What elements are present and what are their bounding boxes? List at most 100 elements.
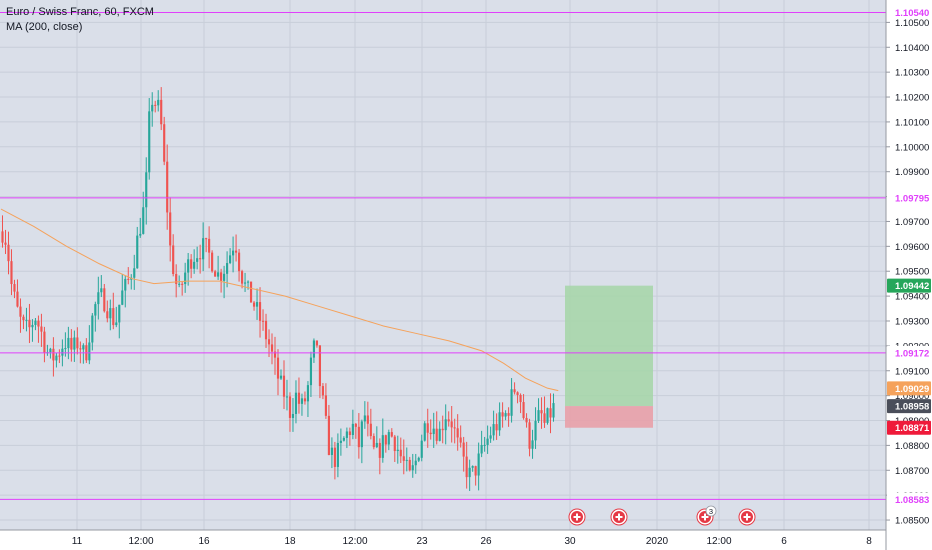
y-tick-label: 1.09600 [895, 242, 929, 253]
candle-body [384, 435, 387, 445]
candle-body [16, 291, 19, 307]
candle-body [402, 456, 405, 461]
price-badge-bg [887, 420, 931, 435]
candle-body [417, 457, 420, 461]
candle-body [342, 437, 345, 441]
price-axis-panel [886, 0, 932, 550]
candle-body [106, 311, 109, 319]
candle-body [58, 355, 61, 357]
candle-body [40, 326, 43, 332]
candle-body [270, 344, 274, 352]
x-tick-label: 12:00 [706, 536, 731, 547]
candle-body [4, 242, 7, 245]
candle-body [232, 250, 235, 256]
candle-body [498, 412, 501, 431]
candle-body [456, 428, 459, 438]
y-tick-label: 1.09700 [895, 217, 929, 228]
candle-body [49, 348, 52, 353]
time-axis-panel [0, 530, 886, 550]
candle-body [258, 302, 262, 321]
candle-body [211, 252, 214, 272]
x-tick-label: 30 [564, 536, 576, 547]
candle-body [321, 386, 324, 396]
candle-body [360, 421, 363, 448]
level-price-badge: 1.09795 [895, 193, 930, 204]
candle-body [115, 322, 118, 326]
candle-body [76, 337, 79, 349]
candle-body [25, 319, 28, 321]
candle-body [537, 410, 540, 421]
candle-body [354, 423, 357, 427]
candle-body [252, 302, 256, 307]
candle-body [414, 460, 417, 466]
y-tick-label: 1.09300 [895, 316, 929, 327]
candle-body [285, 396, 289, 398]
candle-body [145, 172, 148, 208]
candle-body [504, 413, 507, 417]
candle-body [264, 320, 268, 340]
candle-body [273, 351, 277, 358]
candle-body [399, 449, 402, 457]
x-tick-label: 16 [198, 536, 210, 547]
symbol-title[interactable]: Euro / Swiss Franc, 60, FXCM [6, 6, 154, 18]
price-badge: 1.08871 [895, 423, 930, 434]
x-tick-label: 2020 [646, 536, 669, 547]
candle-body [333, 447, 336, 467]
candle-body [525, 417, 528, 423]
candle-body [148, 111, 151, 173]
candle-body [462, 442, 465, 457]
candle-body [519, 394, 522, 403]
candle-body [378, 442, 381, 458]
candle-body [315, 340, 319, 346]
candle-body [426, 423, 429, 433]
candle-body [309, 357, 313, 386]
candle-body [142, 207, 145, 234]
candle-body [205, 238, 208, 240]
candle-body [408, 459, 411, 471]
event-icon-plus [618, 513, 620, 521]
candle-body [507, 413, 510, 416]
candle-body [297, 392, 301, 404]
candle-body [459, 437, 462, 443]
price-badge: 1.09442 [895, 281, 929, 292]
candle-body [61, 348, 64, 356]
level-price-badge: 1.08583 [895, 495, 929, 506]
candle-body [411, 465, 414, 471]
candle-body [267, 339, 271, 345]
candle-body [387, 432, 390, 445]
price-badge-bg [887, 278, 931, 293]
ma-line [0, 208, 559, 392]
candle-body [37, 320, 40, 327]
candle-body [7, 244, 10, 262]
candle-body [34, 320, 37, 325]
x-tick-label: 12:00 [128, 536, 153, 547]
candle-body [549, 408, 552, 418]
candle-body [489, 435, 492, 439]
candle-body [10, 261, 13, 285]
candle-body [390, 432, 393, 437]
candle-body [510, 389, 513, 416]
candle-body [477, 453, 480, 476]
candle-body [13, 284, 16, 292]
candle-body [279, 375, 283, 379]
candle-body [139, 233, 142, 236]
price-badge-bg [887, 381, 931, 396]
y-tick-label: 1.09100 [895, 366, 929, 377]
x-tick-label: 11 [72, 536, 83, 547]
candle-body [103, 288, 106, 312]
candle-body [52, 348, 55, 361]
level-price-badge-bg [887, 345, 931, 360]
candle-body [366, 415, 369, 424]
candle-body [486, 438, 489, 445]
y-tick-label: 1.09400 [895, 292, 929, 303]
candle-body [190, 259, 193, 269]
indicator-label[interactable]: MA (200, close) [6, 21, 83, 33]
candle-body [495, 424, 498, 431]
candle-body [127, 278, 130, 280]
candle-body [97, 292, 100, 305]
event-icon-plus [746, 513, 748, 521]
candle-body [64, 348, 67, 350]
candle-body [28, 319, 31, 328]
